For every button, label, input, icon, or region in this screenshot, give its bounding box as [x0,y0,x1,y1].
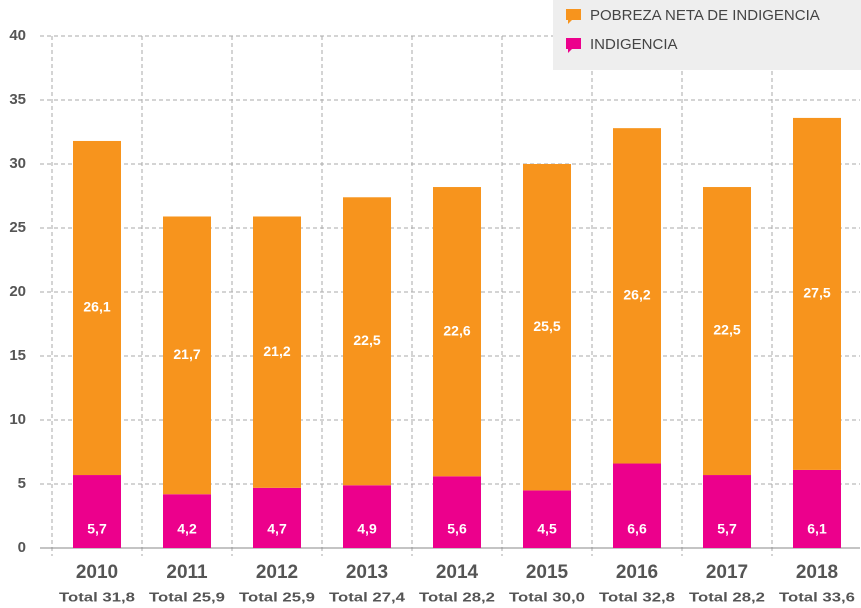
total-label: Total 25,9 [149,589,225,604]
x-tick-label: 2012 [256,562,298,583]
value-label: 27,5 [803,285,830,301]
bar-segment [793,469,841,548]
bar-segment [523,164,571,491]
bar-segment [613,463,661,548]
value-label: 21,2 [263,343,290,359]
bar-segment [253,216,301,488]
bar-segment [163,216,211,495]
bar-segment [253,487,301,548]
total-label: Total 28,2 [419,589,495,604]
value-label: 6,6 [627,521,647,537]
legend-label: INDIGENCIA [590,36,678,53]
value-label: 4,2 [177,521,197,537]
value-label: 26,1 [83,299,110,315]
x-tick-label: 2017 [706,562,748,583]
total-label: Total 25,9 [239,589,315,604]
legend-label: POBREZA NETA DE INDIGENCIA [590,7,820,24]
total-label: Total 33,6 [779,589,855,604]
bar-segment [523,490,571,548]
legend-swatch [566,38,581,53]
y-tick-label: 0 [18,539,26,556]
y-tick-label: 25 [9,219,26,236]
bar-segment [703,187,751,476]
value-label: 6,1 [807,521,827,537]
legend-box [553,0,861,70]
value-label: 5,6 [447,521,467,537]
value-label: 22,6 [443,322,470,338]
value-label: 22,5 [713,322,740,338]
value-label: 25,5 [533,318,560,334]
bar-segment [703,475,751,548]
value-label: 22,5 [353,332,380,348]
y-tick-label: 10 [9,411,26,428]
x-tick-label: 2013 [346,562,388,583]
x-tick-label: 2011 [166,562,208,583]
x-tick-label: 2010 [76,562,118,583]
bar-segment [433,476,481,548]
x-tick-label: 2015 [526,562,569,583]
bar-segment [73,140,121,476]
bar-segment [343,197,391,486]
x-tick-label: 2018 [796,562,838,583]
bar-segment [343,485,391,548]
total-label: Total 30,0 [509,589,585,604]
legend-swatch [566,9,581,24]
y-tick-label: 20 [9,283,26,300]
bar-segment [163,494,211,548]
value-label: 5,7 [717,521,737,537]
bar-segment [613,128,661,464]
value-label: 5,7 [87,521,107,537]
total-label: Total 32,8 [599,589,675,604]
y-tick-label: 30 [9,155,26,172]
value-label: 4,5 [537,521,557,537]
y-tick-label: 40 [9,27,26,44]
total-label: Total 31,8 [59,589,135,604]
x-tick-label: 2014 [436,562,479,583]
total-label: Total 27,4 [329,589,406,604]
bar-segment [73,475,121,548]
bar-segment [793,117,841,470]
value-label: 26,2 [623,287,650,303]
bar-segment [433,187,481,477]
value-label: 4,7 [267,521,287,537]
total-label: Total 28,2 [689,589,765,604]
y-tick-label: 5 [18,475,26,492]
y-tick-label: 35 [9,91,26,108]
y-tick-label: 15 [9,347,26,364]
x-tick-label: 2016 [616,562,658,583]
value-label: 21,7 [173,346,200,362]
value-label: 4,9 [357,521,377,537]
